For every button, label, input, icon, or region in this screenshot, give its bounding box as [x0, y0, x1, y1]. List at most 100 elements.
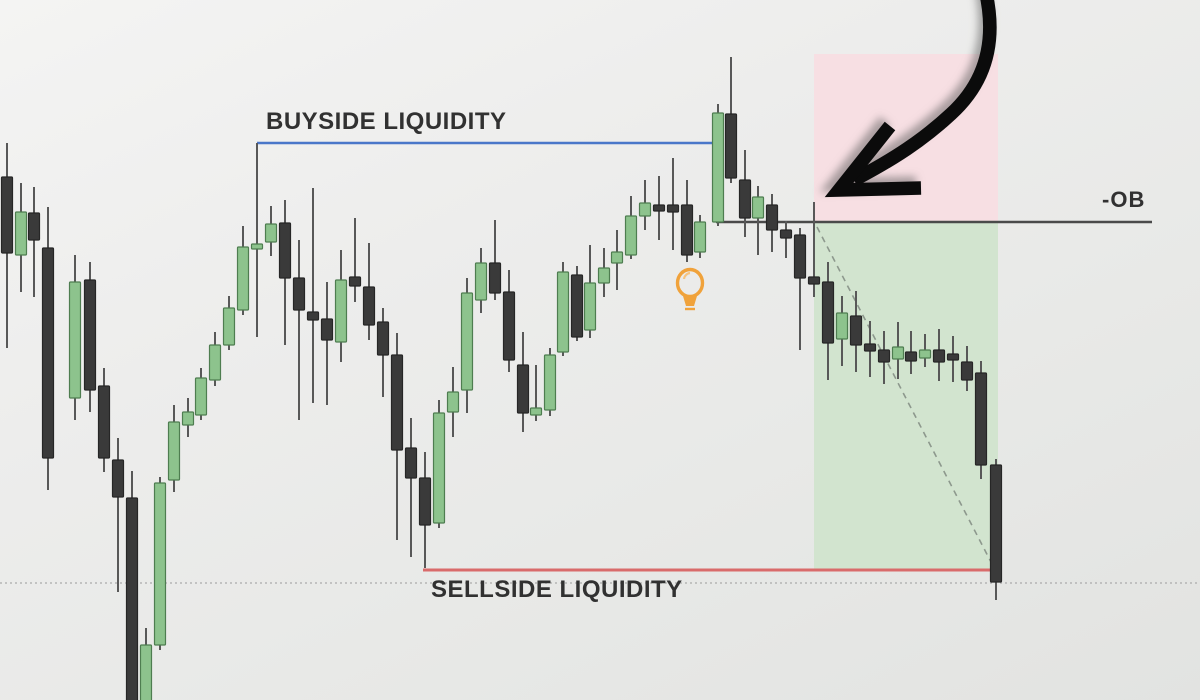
candle-body — [139, 644, 153, 700]
candle-body — [989, 464, 1003, 583]
candle-body — [14, 211, 28, 256]
projection-dashed-line — [816, 226, 992, 563]
candle-body — [638, 202, 652, 217]
candle-body — [27, 212, 41, 241]
bear-candle — [570, 266, 584, 341]
candle-body — [556, 271, 570, 353]
bull-candle — [624, 196, 638, 259]
candle-body — [543, 354, 557, 411]
bear-candle — [376, 308, 390, 397]
candle-body — [68, 281, 82, 399]
bull-candle — [167, 405, 181, 492]
bull-candle — [236, 226, 250, 315]
bull-candle — [194, 368, 208, 420]
candle-body — [41, 247, 55, 459]
bear-candle — [807, 202, 821, 297]
bull-candle — [139, 628, 153, 700]
bear-candle — [849, 291, 863, 372]
bear-candle — [348, 218, 362, 302]
candle-body — [194, 377, 208, 416]
bull-candle — [751, 186, 765, 255]
candle-body — [666, 204, 680, 213]
bear-candle — [111, 438, 125, 592]
candle-body — [863, 343, 877, 352]
bear-candle — [863, 321, 877, 377]
candle-body — [83, 279, 97, 391]
bull-candle — [543, 348, 557, 416]
bear-candle — [946, 336, 960, 382]
bull-candle — [68, 255, 82, 420]
bear-candle — [738, 150, 752, 237]
bear-candle — [877, 331, 891, 384]
candle-body — [932, 349, 946, 363]
bear-candle — [904, 331, 918, 374]
bear-candle — [320, 282, 334, 405]
candle-body — [877, 349, 891, 363]
candle-body — [153, 482, 167, 646]
candle-body — [446, 391, 460, 413]
bear-candle — [488, 220, 502, 300]
candle-body — [208, 344, 222, 381]
reversal-zone-green — [814, 222, 998, 570]
bear-candle — [821, 262, 835, 380]
candle-body — [460, 292, 474, 391]
candle-body — [765, 204, 779, 231]
candle-body — [821, 281, 835, 344]
candle-body — [0, 176, 14, 254]
candle-body — [404, 447, 418, 479]
arrow-curve — [850, 0, 997, 186]
candle-body — [693, 221, 707, 253]
candle-body — [610, 251, 624, 264]
bear-candle — [404, 418, 418, 557]
candle-body — [974, 372, 988, 466]
candle-body — [711, 112, 725, 223]
arrow-head — [824, 121, 922, 198]
bull-candle — [446, 367, 460, 437]
candle-body — [334, 279, 348, 343]
candle-body — [362, 286, 376, 326]
bear-candle — [779, 221, 793, 258]
bear-candle — [932, 329, 946, 381]
bear-candle — [306, 188, 320, 403]
bear-candle — [666, 158, 680, 250]
bear-candle — [960, 346, 974, 391]
candle-body — [111, 459, 125, 498]
lines-layer — [0, 141, 1200, 584]
candle-body — [376, 321, 390, 356]
bear-candle — [97, 368, 111, 472]
bear-candle — [418, 452, 432, 568]
bull-candle — [474, 248, 488, 313]
candle-body — [807, 276, 821, 285]
bull-candle — [693, 215, 707, 258]
candle-body — [680, 204, 694, 256]
bear-candle — [83, 262, 97, 412]
buyside-liquidity-label: BUYSIDE LIQUIDITY — [266, 108, 507, 135]
candle-body — [125, 497, 139, 700]
bull-candle — [250, 143, 264, 337]
bull-candle — [610, 230, 624, 290]
bear-candle — [125, 471, 139, 700]
bull-candle — [222, 296, 236, 350]
bull-candle — [432, 400, 446, 528]
candle-body — [624, 215, 638, 256]
bear-candle — [390, 333, 404, 540]
candle-body — [835, 312, 849, 340]
bull-candle — [918, 334, 932, 367]
candle-body — [292, 277, 306, 311]
bull-candle — [460, 278, 474, 413]
lightbulb-icon — [675, 267, 705, 311]
candle-body — [960, 361, 974, 381]
bull-candle — [529, 365, 543, 421]
candle-body — [502, 291, 516, 361]
bear-candle — [974, 361, 988, 479]
candle-body — [904, 351, 918, 362]
candle-body — [474, 262, 488, 301]
bull-candle — [264, 206, 278, 256]
bull-candle — [14, 183, 28, 292]
candle-body — [236, 246, 250, 311]
bull-candle — [711, 104, 725, 226]
bear-candle — [362, 243, 376, 340]
candle-body — [306, 311, 320, 321]
